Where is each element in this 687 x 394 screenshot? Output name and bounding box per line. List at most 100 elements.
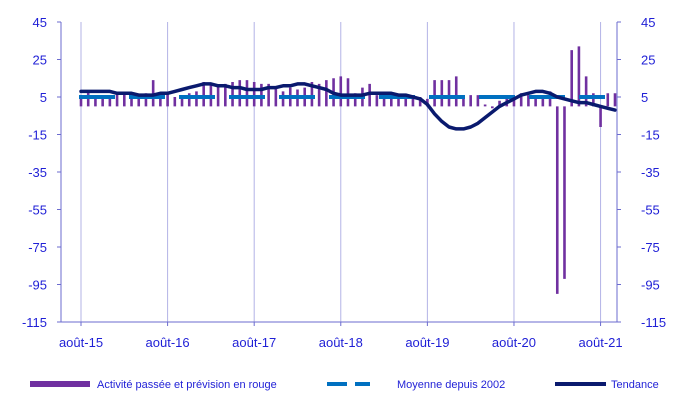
x-tick-label: août-18 xyxy=(319,335,363,350)
activity-bar xyxy=(541,97,545,107)
activity-bar xyxy=(584,76,588,107)
x-tick-label: août-21 xyxy=(579,335,623,350)
activity-bar xyxy=(433,80,436,107)
activity-bar xyxy=(389,95,393,107)
activity-bar xyxy=(115,93,119,107)
legend-label-average: Moyenne depuis 2002 xyxy=(397,379,505,391)
activity-bar xyxy=(592,93,595,107)
activity-bar xyxy=(187,93,191,107)
activity-bar xyxy=(469,95,472,107)
y-tick-label-right: 45 xyxy=(641,15,655,30)
activity-bar xyxy=(563,106,566,279)
activity-bar xyxy=(252,82,256,107)
y-tick-label-right: -95 xyxy=(641,278,660,293)
activity-bar xyxy=(368,83,371,107)
activity-bar xyxy=(447,80,451,107)
activity-bar xyxy=(144,93,148,107)
activity-bar xyxy=(122,93,126,107)
legend-swatch-bars xyxy=(30,381,90,387)
activity-bar xyxy=(397,95,400,107)
x-tick-label: août-16 xyxy=(146,335,190,350)
activity-bar xyxy=(231,82,234,107)
activity-bar xyxy=(555,106,559,294)
activity-bar xyxy=(245,80,249,107)
y-tick-label-left: 25 xyxy=(33,53,47,68)
activity-bar xyxy=(173,97,177,107)
activity-bar xyxy=(462,95,465,107)
activity-bar xyxy=(94,97,97,107)
activity-bar xyxy=(317,83,321,107)
y-tick-label-right: -115 xyxy=(641,315,666,330)
y-tick-label-right: 25 xyxy=(641,53,655,68)
activity-bar xyxy=(202,82,205,107)
activity-bar xyxy=(577,46,581,107)
activity-bar xyxy=(159,95,162,107)
activity-bars xyxy=(79,46,617,294)
trend-line xyxy=(79,82,617,131)
axes xyxy=(57,21,621,326)
activity-bar xyxy=(238,80,242,107)
activity-bar xyxy=(498,100,501,107)
activity-bar xyxy=(527,95,530,107)
activity-bar xyxy=(325,80,328,107)
activity-bar xyxy=(411,95,415,107)
y-tick-label-left: 5 xyxy=(40,90,47,105)
y-tick-label-right: -55 xyxy=(641,203,660,218)
y-tick-label-left: -35 xyxy=(28,165,47,180)
y-tick-label-left: -75 xyxy=(28,240,47,255)
x-tick-label: août-20 xyxy=(492,335,536,350)
activity-bar xyxy=(267,83,270,107)
activity-bar xyxy=(346,78,350,107)
activity-bar xyxy=(137,95,141,107)
activity-bar xyxy=(166,93,169,107)
y-tick-label-right: -35 xyxy=(641,165,660,180)
activity-bar xyxy=(454,76,458,107)
activity-bar xyxy=(418,97,422,107)
activity-bar xyxy=(476,95,480,107)
activity-bar xyxy=(224,83,227,107)
activity-bar xyxy=(310,82,314,107)
tick-labels: 45 25 5 -15 -35 -55 -75 -95 -115 45 25 5 -15 -35 -55 -7… xyxy=(22,15,666,350)
activity-bar xyxy=(274,87,278,107)
y-tick-label-right: -75 xyxy=(641,240,660,255)
activity-bar xyxy=(519,93,523,107)
activity-bar xyxy=(570,50,574,107)
activity-bar xyxy=(483,104,487,107)
activity-bar xyxy=(599,106,602,127)
activity-bar xyxy=(404,97,408,107)
x-tick-label: août-17 xyxy=(232,335,276,350)
activity-bar xyxy=(130,95,133,107)
legend-label-trend: Tendance xyxy=(611,379,659,391)
activity-bar xyxy=(440,80,444,107)
y-tick-label-left: -115 xyxy=(22,315,47,330)
legend: Activité passée et prévision en rouge Moy… xyxy=(30,379,659,391)
activity-bar xyxy=(613,93,617,107)
activity-bar xyxy=(491,106,494,109)
y-tick-label-left: -55 xyxy=(28,203,47,218)
activity-bar xyxy=(101,98,104,107)
activity-bar xyxy=(606,93,610,107)
activity-bar xyxy=(216,85,220,107)
grid-lines xyxy=(80,22,602,322)
activity-bar xyxy=(375,95,379,107)
y-tick-label-left: 45 xyxy=(33,15,47,30)
y-tick-label-right: 5 xyxy=(641,90,648,105)
x-tick-label: août-15 xyxy=(59,335,103,350)
activity-bar xyxy=(353,93,357,107)
activity-bar xyxy=(180,95,184,107)
legend-label-activity: Activité passée et prévision en rouge xyxy=(97,379,277,391)
trend-polyline xyxy=(79,82,617,131)
activity-bar xyxy=(108,95,112,107)
y-tick-label-right: -15 xyxy=(641,128,660,143)
activity-bar xyxy=(512,97,516,107)
activity-bar xyxy=(534,95,537,107)
x-tick-label: août-19 xyxy=(405,335,449,350)
y-tick-label-left: -15 xyxy=(28,128,47,143)
activity-bar xyxy=(79,95,83,107)
activity-bar xyxy=(151,80,155,107)
activity-bar xyxy=(382,97,386,107)
activity-bar xyxy=(339,76,343,107)
y-tick-label-left: -95 xyxy=(28,278,47,293)
